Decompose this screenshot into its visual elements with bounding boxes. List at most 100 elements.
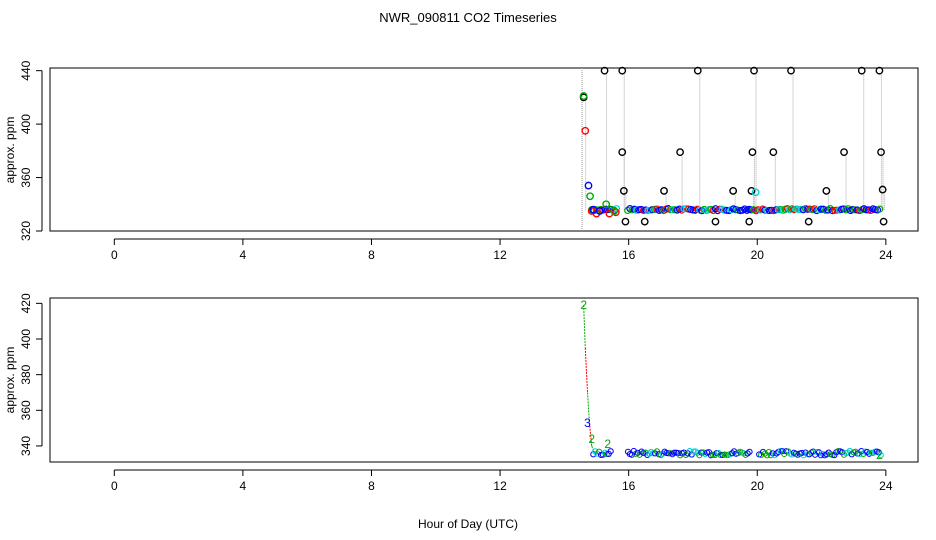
- top-plot-frame: [49, 67, 919, 232]
- band-point: [716, 205, 724, 213]
- band-point: [599, 451, 607, 458]
- x-tick-label: 20: [751, 479, 765, 493]
- band-point: [864, 448, 871, 456]
- red-point: [581, 126, 590, 135]
- annotation-label: 2: [588, 432, 595, 446]
- top-panel: approx. ppm 0 4 8 12 16 20 24 320 360 400 440: [3, 60, 919, 262]
- black-point: [660, 187, 668, 195]
- trace-segment: [583, 305, 586, 348]
- band-point: [802, 449, 809, 456]
- band-point: [765, 448, 772, 456]
- band-point: [669, 206, 677, 214]
- black-point: [877, 148, 885, 157]
- red-point: [611, 208, 620, 217]
- black-point: [857, 66, 866, 75]
- band-point: [777, 447, 784, 455]
- x-tick-label: 16: [622, 248, 636, 262]
- blue-point: [584, 181, 593, 190]
- band-point: [844, 449, 852, 456]
- band-point: [817, 205, 825, 213]
- bottom-plot-frame: [49, 297, 919, 463]
- band-point: [788, 451, 796, 458]
- band-point: [769, 450, 776, 457]
- band-point: [665, 450, 672, 457]
- band-point: [686, 447, 693, 455]
- top-data-points: [579, 66, 888, 226]
- black-point: [693, 66, 702, 75]
- black-point: [822, 187, 831, 195]
- band-point: [698, 449, 705, 456]
- green-point: [579, 92, 588, 100]
- band-point: [723, 451, 730, 458]
- black-point: [875, 66, 884, 75]
- band-point: [717, 451, 724, 459]
- black-point: [676, 148, 685, 157]
- black-point: [750, 66, 758, 75]
- band-point: [826, 205, 834, 213]
- y-tick-label: 340: [19, 436, 33, 456]
- x-tick-label: 8: [368, 479, 375, 493]
- band-point: [804, 451, 811, 458]
- black-point: [787, 66, 795, 75]
- annotation-label: 2: [580, 298, 587, 312]
- x-tick-label: 20: [751, 248, 765, 262]
- black-point: [618, 66, 627, 75]
- band-point: [759, 448, 767, 456]
- band-point: [671, 449, 678, 456]
- black-point: [711, 217, 720, 226]
- figure-title: NWR_090811 CO2 Timeseries: [379, 10, 557, 25]
- band-point: [680, 205, 688, 213]
- black-point: [619, 187, 628, 195]
- y-tick-label: 400: [19, 329, 33, 349]
- black-point: [729, 187, 738, 195]
- band-point: [831, 206, 839, 214]
- bottom-panel: approx. ppm 0 4 8 12 16 20 24 340360380400420 …: [3, 293, 919, 493]
- y-tick-label: 320: [19, 221, 33, 241]
- bottom-y-axis-label: approx. ppm: [3, 347, 17, 414]
- green-point: [602, 200, 611, 209]
- band-point: [767, 452, 774, 459]
- black-point: [840, 148, 848, 157]
- band-point: [666, 206, 675, 214]
- black-point: [879, 217, 888, 226]
- band-point: [747, 206, 756, 214]
- band-point: [746, 448, 753, 455]
- black-point: [878, 185, 887, 194]
- black-point: [600, 66, 609, 75]
- green-point: [610, 207, 619, 215]
- band-point: [771, 452, 778, 459]
- black-point: [748, 148, 757, 157]
- y-tick-label: 440: [19, 60, 33, 80]
- band-point: [761, 450, 769, 457]
- y-tick-label: 360: [19, 167, 33, 187]
- black-point: [745, 217, 754, 226]
- blue-point: [595, 207, 604, 215]
- band-point: [607, 448, 614, 455]
- band-point: [729, 450, 736, 457]
- x-tick-label: 24: [879, 248, 893, 262]
- band-point: [612, 205, 621, 213]
- x-tick-label: 8: [368, 248, 375, 262]
- x-tick-label: 12: [493, 479, 507, 493]
- cyan-point: [751, 188, 760, 197]
- band-point: [646, 450, 653, 457]
- band-point: [763, 206, 771, 215]
- band-point: [595, 448, 603, 455]
- black-point: [747, 187, 756, 195]
- band-point: [877, 452, 884, 459]
- bottom-x-axis: 0 4 8 12 16 20 24: [111, 469, 893, 493]
- annotation-label: 3: [584, 416, 591, 430]
- x-tick-label: 24: [879, 479, 893, 493]
- y-tick-label: 380: [19, 364, 33, 384]
- band-point: [634, 449, 641, 456]
- black-point: [804, 217, 813, 226]
- top-y-axis: 320 360 400 440: [19, 60, 43, 241]
- annotation-label: 2: [604, 437, 611, 451]
- bottom-baseline-band: [590, 447, 884, 459]
- x-axis-label: Hour of Day (UTC): [418, 517, 518, 531]
- band-point: [723, 206, 731, 214]
- x-tick-label: 4: [240, 248, 247, 262]
- band-point: [713, 450, 720, 457]
- x-tick-label: 12: [493, 248, 507, 262]
